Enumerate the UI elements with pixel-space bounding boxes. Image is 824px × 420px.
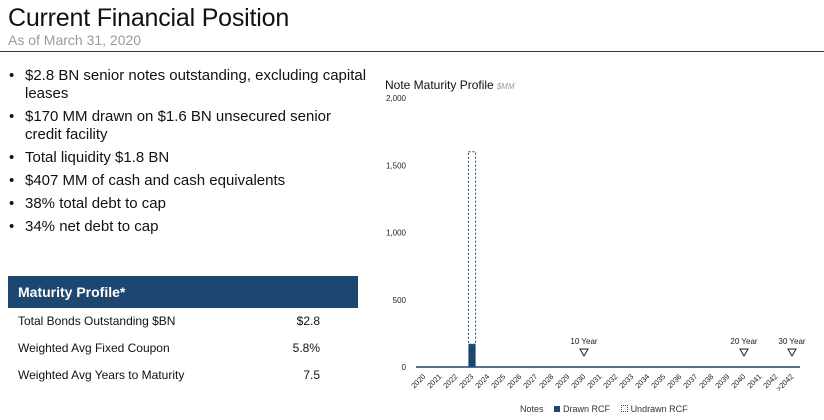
x-tick-label: 2036 — [665, 372, 683, 390]
bullet-icon: • — [9, 218, 15, 235]
bullet-list: • $2.8 BN senior notes outstanding, exclu… — [8, 67, 368, 241]
bullet-icon: • — [9, 195, 15, 212]
y-tick-label: 1,500 — [386, 161, 407, 170]
note-maturity-chart: 05001,0001,5002,000202020212022202320242… — [386, 94, 806, 393]
bullet-icon: • — [9, 67, 15, 84]
x-tick-label: >2042 — [774, 372, 795, 393]
y-tick-label: 1,000 — [386, 229, 407, 238]
x-tick-label: 2032 — [601, 372, 619, 390]
page-title: Current Financial Position — [8, 4, 290, 32]
x-tick-label: 2023 — [457, 372, 475, 390]
x-tick-label: 2021 — [425, 372, 443, 390]
header-divider — [0, 51, 824, 52]
maturity-profile-table: Maturity Profile* Total Bonds Outstandin… — [8, 276, 358, 389]
page-subtitle: As of March 31, 2020 — [8, 32, 142, 48]
x-tick-label: 2037 — [681, 372, 699, 390]
maturity-row-value: 7.5 — [303, 368, 320, 382]
chart-title: Note Maturity Profile $MM — [385, 78, 515, 92]
x-tick-label: 2034 — [633, 372, 651, 390]
maturity-profile-header: Maturity Profile* — [8, 276, 358, 308]
bullet-item: • $2.8 BN senior notes outstanding, exclu… — [9, 67, 367, 102]
bullet-item: • Total liquidity $1.8 BN — [9, 149, 170, 166]
bullet-icon: • — [9, 149, 15, 166]
x-tick-label: 2025 — [489, 372, 507, 390]
chart-legend: Notes Drawn RCF Undrawn RCF — [520, 404, 696, 414]
chart-unit: $MM — [496, 82, 515, 91]
maturity-row-label: Weighted Avg Years to Maturity — [18, 368, 185, 382]
x-tick-label: 2031 — [585, 372, 603, 390]
maturity-row-label: Weighted Avg Fixed Coupon — [18, 341, 170, 355]
x-tick-label: 2039 — [713, 372, 731, 390]
bullet-icon: • — [9, 172, 15, 189]
x-tick-label: 2035 — [649, 372, 667, 390]
x-tick-label: 2022 — [441, 372, 459, 390]
legend-swatch-drawn — [554, 406, 561, 412]
x-tick-label: 2028 — [537, 372, 555, 390]
maturity-row-label: Total Bonds Outstanding $BN — [18, 314, 176, 328]
bullet-item: • $170 MM drawn on $1.6 BN unsecured seni… — [9, 108, 332, 143]
bar-drawn-rcf — [468, 344, 476, 367]
y-tick-label: 500 — [393, 296, 407, 305]
bullet-icon: • — [9, 108, 15, 125]
maturity-row: Total Bonds Outstanding $BN $2.8 — [8, 308, 358, 335]
triangle-down-icon — [739, 348, 749, 358]
triangle-down-icon — [579, 348, 589, 358]
x-tick-label: 2041 — [745, 372, 763, 390]
y-tick-label: 0 — [402, 363, 407, 372]
x-tick-label: 2038 — [697, 372, 715, 390]
maturity-marker-label: 30 Year — [778, 337, 805, 346]
x-tick-label: 2033 — [617, 372, 635, 390]
legend-item-notes: Notes — [520, 404, 544, 414]
x-tick-label: 2024 — [473, 372, 491, 390]
maturity-row-value: 5.8% — [292, 341, 320, 355]
maturity-row: Weighted Avg Fixed Coupon 5.8% — [8, 335, 358, 362]
maturity-row-value: $2.8 — [296, 314, 320, 328]
x-tick-label: 2030 — [569, 372, 587, 390]
triangle-down-icon — [787, 348, 797, 358]
legend-item-undrawn: Undrawn RCF — [620, 404, 688, 414]
bullet-item: • $407 MM of cash and cash equivalents — [9, 172, 286, 189]
bullet-item: • 38% total debt to cap — [9, 195, 166, 212]
x-tick-label: 2027 — [521, 372, 539, 390]
x-tick-label: 2029 — [553, 372, 571, 390]
maturity-row: Weighted Avg Years to Maturity 7.5 — [8, 362, 358, 389]
legend-item-drawn: Drawn RCF — [554, 404, 610, 414]
x-tick-label: 2040 — [729, 372, 747, 390]
y-tick-label: 2,000 — [386, 94, 407, 103]
legend-swatch-undrawn — [620, 405, 628, 412]
x-tick-label: 2026 — [505, 372, 523, 390]
bar-undrawn-rcf — [467, 151, 477, 345]
maturity-marker-label: 10 Year — [570, 337, 597, 346]
maturity-marker-label: 20 Year — [730, 337, 757, 346]
bullet-item: • 34% net debt to cap — [9, 218, 159, 235]
x-tick-label: 2020 — [409, 372, 427, 390]
